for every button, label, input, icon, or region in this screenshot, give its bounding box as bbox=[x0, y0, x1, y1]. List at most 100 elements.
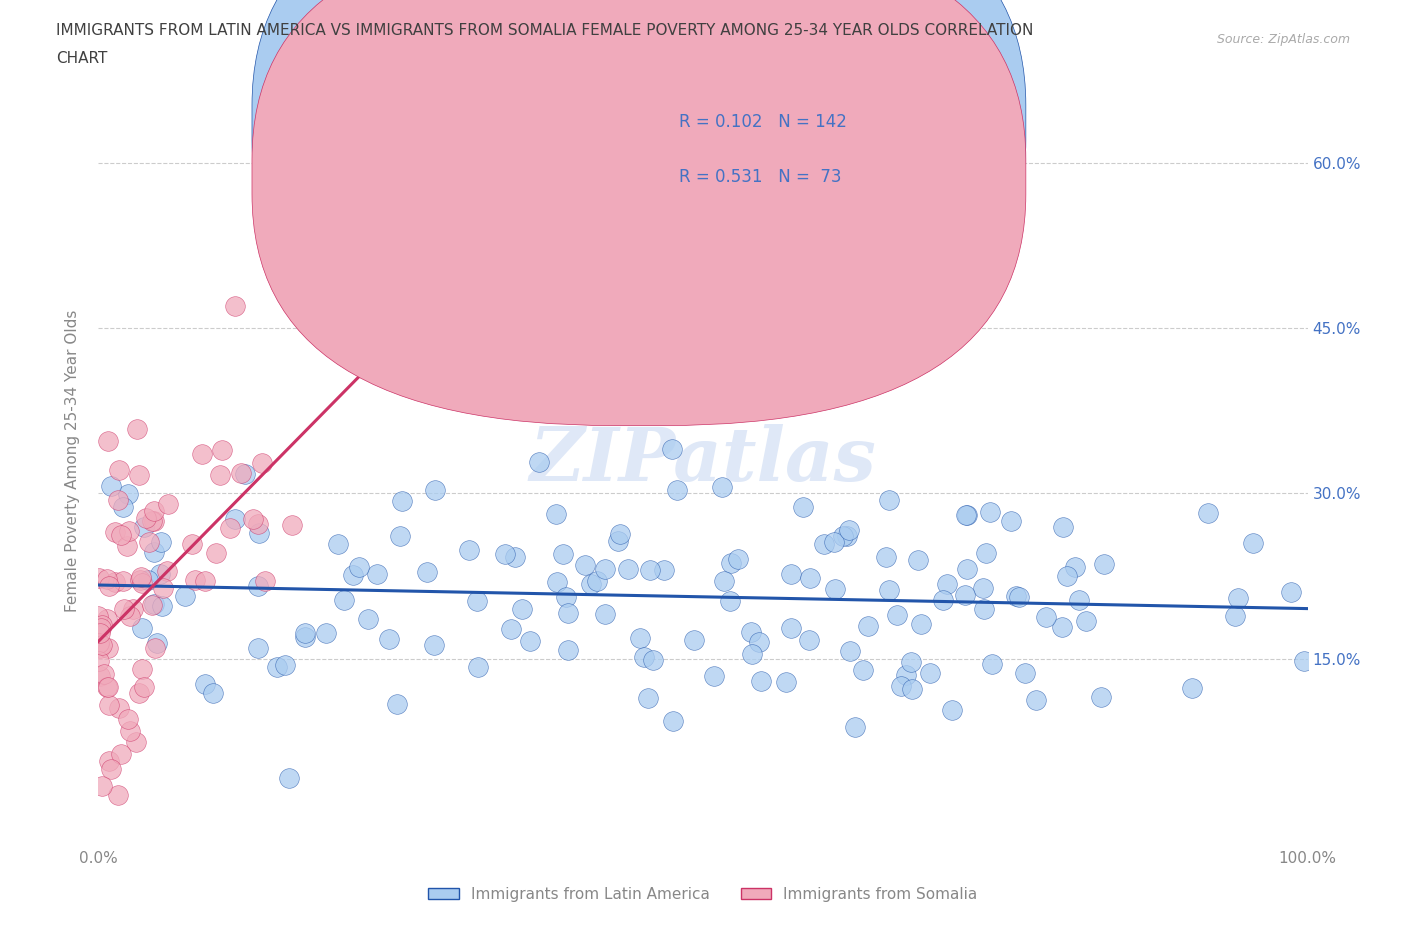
Point bbox=[181, 537, 204, 551]
Point bbox=[342, 567, 364, 582]
Point bbox=[211, 443, 233, 458]
Point bbox=[852, 663, 875, 678]
Text: CHART: CHART bbox=[56, 51, 108, 66]
Point bbox=[128, 685, 150, 700]
Point bbox=[557, 643, 579, 658]
Point bbox=[131, 576, 153, 591]
Point bbox=[117, 712, 139, 727]
Point bbox=[579, 577, 602, 591]
Point bbox=[208, 468, 231, 483]
Point bbox=[253, 573, 276, 588]
Point bbox=[326, 537, 349, 551]
Legend: Immigrants from Latin America, Immigrants from Somalia: Immigrants from Latin America, Immigrant… bbox=[422, 881, 984, 908]
Point bbox=[501, 621, 523, 636]
Point bbox=[936, 577, 959, 591]
Point bbox=[423, 637, 446, 652]
Point bbox=[661, 713, 683, 728]
Text: ZIPatlas: ZIPatlas bbox=[530, 424, 876, 497]
Point bbox=[467, 659, 489, 674]
Point bbox=[512, 602, 534, 617]
Point bbox=[391, 493, 413, 508]
Point bbox=[98, 578, 121, 593]
Point bbox=[1008, 590, 1031, 604]
Point bbox=[90, 618, 112, 633]
Point bbox=[1076, 613, 1098, 628]
Point bbox=[683, 632, 706, 647]
Point bbox=[149, 567, 172, 582]
Point bbox=[1241, 536, 1264, 551]
Point bbox=[1000, 513, 1022, 528]
Point bbox=[111, 499, 134, 514]
Point bbox=[93, 667, 115, 682]
Point bbox=[108, 462, 131, 477]
Point bbox=[143, 641, 166, 656]
Point bbox=[347, 559, 370, 574]
Point bbox=[173, 589, 195, 604]
Point bbox=[877, 493, 900, 508]
Point bbox=[357, 612, 380, 627]
Point bbox=[813, 537, 835, 551]
Point bbox=[224, 512, 246, 526]
Point bbox=[224, 299, 246, 313]
Point bbox=[266, 659, 288, 674]
Point bbox=[1279, 584, 1302, 599]
Point bbox=[574, 557, 596, 572]
Point bbox=[89, 641, 111, 656]
Point bbox=[901, 681, 924, 696]
Point bbox=[194, 677, 217, 692]
Point bbox=[274, 658, 297, 672]
Point bbox=[112, 573, 135, 588]
Point bbox=[617, 562, 640, 577]
Text: R = 0.102   N = 142: R = 0.102 N = 142 bbox=[679, 113, 846, 131]
Point bbox=[103, 575, 125, 590]
Point bbox=[247, 578, 270, 593]
Point bbox=[229, 466, 252, 481]
Point bbox=[250, 456, 273, 471]
Point bbox=[877, 582, 900, 597]
Point bbox=[91, 638, 114, 653]
Point bbox=[415, 565, 437, 580]
Point bbox=[973, 602, 995, 617]
Point bbox=[157, 497, 180, 512]
Point bbox=[117, 539, 139, 554]
Point bbox=[1090, 690, 1112, 705]
Point bbox=[201, 686, 224, 701]
Point bbox=[242, 512, 264, 526]
Point bbox=[593, 606, 616, 621]
FancyBboxPatch shape bbox=[588, 86, 927, 221]
Point bbox=[112, 602, 135, 617]
Point bbox=[503, 550, 526, 565]
Point bbox=[638, 563, 661, 578]
Point bbox=[546, 574, 568, 589]
Point bbox=[277, 771, 299, 786]
Point bbox=[97, 753, 120, 768]
Point bbox=[910, 616, 932, 631]
Y-axis label: Female Poverty Among 25-34 Year Olds: Female Poverty Among 25-34 Year Olds bbox=[65, 309, 80, 612]
Point bbox=[1294, 654, 1316, 669]
Point bbox=[131, 620, 153, 635]
Point bbox=[87, 570, 110, 585]
Point bbox=[1004, 588, 1026, 603]
Point bbox=[156, 564, 179, 578]
Point bbox=[666, 483, 689, 498]
Point bbox=[246, 517, 269, 532]
Point bbox=[108, 700, 131, 715]
Point bbox=[875, 550, 897, 565]
Text: Source: ZipAtlas.com: Source: ZipAtlas.com bbox=[1216, 33, 1350, 46]
Point bbox=[710, 479, 733, 494]
Point bbox=[97, 433, 120, 448]
Point bbox=[779, 566, 801, 581]
FancyBboxPatch shape bbox=[252, 0, 1026, 372]
Point bbox=[89, 668, 111, 683]
Point bbox=[366, 566, 388, 581]
Point bbox=[823, 535, 845, 550]
Point bbox=[553, 547, 575, 562]
Point bbox=[235, 467, 257, 482]
Point bbox=[637, 690, 659, 705]
Point bbox=[128, 468, 150, 483]
Point bbox=[131, 661, 153, 676]
Point bbox=[125, 421, 148, 436]
Point bbox=[956, 508, 979, 523]
Point bbox=[1063, 560, 1085, 575]
Point bbox=[387, 697, 409, 711]
